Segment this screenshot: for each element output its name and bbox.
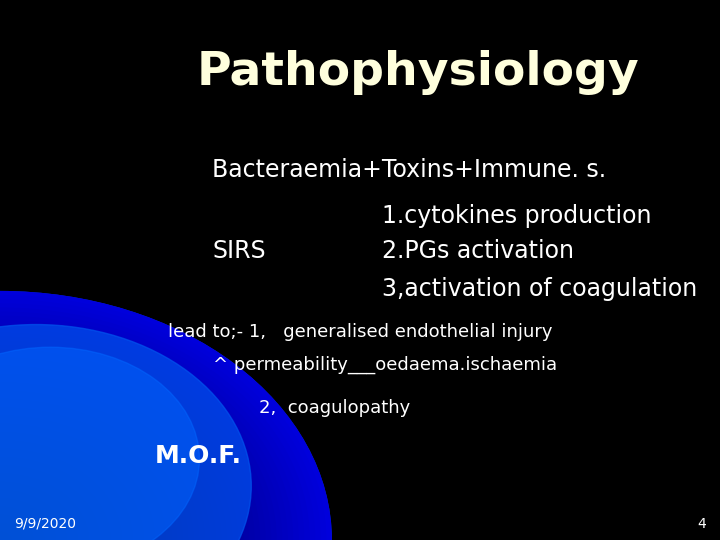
Text: 2,  coagulopathy: 2, coagulopathy — [259, 399, 410, 417]
Circle shape — [0, 474, 89, 540]
Circle shape — [0, 461, 105, 540]
Text: Pathophysiology: Pathophysiology — [197, 50, 639, 96]
Circle shape — [0, 337, 271, 540]
Circle shape — [0, 482, 77, 540]
Circle shape — [0, 304, 315, 540]
Circle shape — [0, 490, 66, 540]
Circle shape — [0, 457, 110, 540]
Circle shape — [0, 403, 182, 540]
Text: SIRS: SIRS — [212, 239, 266, 263]
Circle shape — [0, 453, 116, 540]
Text: 1.cytokines production: 1.cytokines production — [382, 204, 651, 228]
Circle shape — [0, 399, 188, 540]
Text: 4: 4 — [697, 517, 706, 531]
Circle shape — [0, 366, 232, 540]
Circle shape — [0, 374, 221, 540]
Circle shape — [0, 445, 127, 540]
Circle shape — [0, 354, 248, 540]
Circle shape — [0, 523, 22, 540]
Circle shape — [0, 391, 199, 540]
Circle shape — [0, 395, 193, 540]
Circle shape — [0, 300, 320, 540]
Circle shape — [0, 433, 143, 540]
Circle shape — [0, 329, 282, 540]
Circle shape — [0, 370, 226, 540]
Text: ^ permeability___oedaema.ischaemia: ^ permeability___oedaema.ischaemia — [213, 355, 557, 374]
Circle shape — [0, 519, 27, 540]
Circle shape — [0, 341, 265, 540]
Circle shape — [0, 308, 309, 540]
Circle shape — [0, 441, 132, 540]
Text: 9/9/2020: 9/9/2020 — [14, 517, 76, 531]
Circle shape — [0, 470, 94, 540]
Circle shape — [0, 449, 122, 540]
Circle shape — [0, 349, 254, 540]
Circle shape — [0, 296, 325, 540]
Circle shape — [0, 416, 166, 540]
Circle shape — [0, 333, 276, 540]
Circle shape — [0, 515, 33, 540]
Text: 2.PGs activation: 2.PGs activation — [382, 239, 574, 263]
Circle shape — [0, 507, 44, 540]
Circle shape — [0, 424, 155, 540]
Circle shape — [0, 312, 304, 540]
Text: M.O.F.: M.O.F. — [155, 444, 242, 468]
Circle shape — [0, 347, 199, 540]
Circle shape — [0, 503, 50, 540]
Circle shape — [0, 478, 83, 540]
Circle shape — [0, 436, 138, 540]
Circle shape — [0, 383, 210, 540]
Circle shape — [0, 486, 72, 540]
Text: 3,activation of coagulation: 3,activation of coagulation — [382, 277, 697, 301]
Circle shape — [0, 532, 11, 540]
Circle shape — [0, 408, 176, 540]
Circle shape — [0, 292, 331, 540]
Circle shape — [0, 346, 259, 540]
Text: Bacteraemia+Toxins+Immune. s.: Bacteraemia+Toxins+Immune. s. — [212, 158, 606, 182]
Circle shape — [0, 411, 171, 540]
Circle shape — [0, 511, 39, 540]
Circle shape — [0, 316, 298, 540]
Circle shape — [0, 495, 60, 540]
Text: lead to;- 1,   generalised endothelial injury: lead to;- 1, generalised endothelial inj… — [168, 323, 552, 341]
Circle shape — [0, 325, 251, 540]
Circle shape — [0, 362, 238, 540]
Circle shape — [0, 465, 99, 540]
Circle shape — [0, 536, 6, 540]
Circle shape — [0, 387, 204, 540]
Circle shape — [0, 498, 55, 540]
Circle shape — [0, 528, 17, 540]
Circle shape — [0, 420, 160, 540]
Circle shape — [0, 321, 292, 540]
Circle shape — [0, 379, 215, 540]
Circle shape — [0, 325, 287, 540]
Circle shape — [0, 292, 331, 540]
Circle shape — [0, 358, 243, 540]
Circle shape — [0, 428, 149, 540]
